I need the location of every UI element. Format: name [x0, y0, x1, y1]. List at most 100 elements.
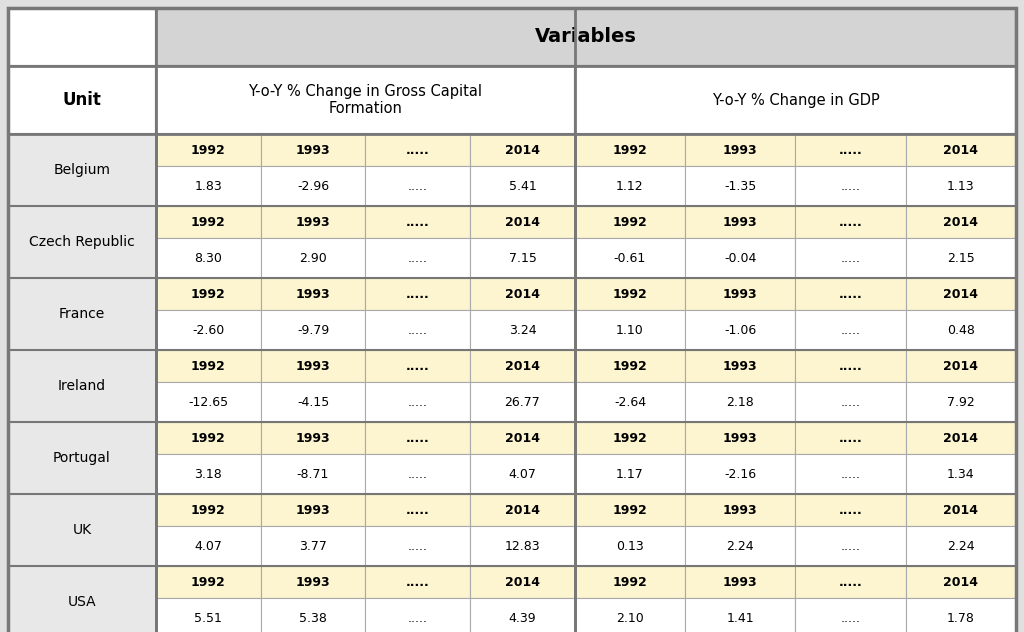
- Text: 1.17: 1.17: [616, 468, 644, 481]
- Bar: [574, 566, 685, 599]
- Text: 0.13: 0.13: [616, 540, 644, 553]
- Bar: [905, 566, 1016, 599]
- Bar: [8, 350, 156, 422]
- Text: 2.24: 2.24: [947, 540, 975, 553]
- Text: .....: .....: [841, 612, 860, 624]
- Text: 2.90: 2.90: [299, 252, 327, 265]
- Text: 5.38: 5.38: [299, 612, 327, 624]
- Bar: [156, 382, 261, 422]
- Bar: [796, 238, 905, 278]
- Text: -2.16: -2.16: [724, 468, 757, 481]
- Bar: [470, 599, 574, 632]
- Bar: [685, 566, 796, 599]
- Text: 1992: 1992: [612, 288, 647, 301]
- Bar: [574, 494, 685, 526]
- Text: -1.35: -1.35: [724, 179, 757, 193]
- Text: 1992: 1992: [191, 360, 225, 373]
- Text: 1992: 1992: [191, 143, 225, 157]
- Bar: [905, 206, 1016, 238]
- Text: 1993: 1993: [296, 143, 331, 157]
- Text: .....: .....: [406, 360, 430, 373]
- Bar: [261, 422, 366, 454]
- Text: 2014: 2014: [505, 576, 540, 588]
- Bar: [366, 238, 470, 278]
- Text: Y-o-Y % Change in Gross Capital
Formation: Y-o-Y % Change in Gross Capital Formatio…: [249, 84, 482, 116]
- Text: .....: .....: [839, 288, 862, 301]
- Text: 2014: 2014: [943, 432, 978, 445]
- Text: .....: .....: [406, 576, 430, 588]
- Bar: [261, 382, 366, 422]
- Bar: [685, 454, 796, 494]
- Bar: [574, 278, 685, 310]
- Text: .....: .....: [406, 504, 430, 517]
- Text: 1992: 1992: [612, 504, 647, 517]
- Text: 1993: 1993: [296, 504, 331, 517]
- Text: .....: .....: [841, 396, 860, 409]
- Text: 1.10: 1.10: [616, 324, 644, 337]
- Text: .....: .....: [839, 360, 862, 373]
- Text: 2014: 2014: [943, 216, 978, 229]
- Bar: [261, 206, 366, 238]
- Bar: [796, 278, 905, 310]
- Bar: [470, 454, 574, 494]
- Bar: [470, 310, 574, 350]
- Bar: [796, 310, 905, 350]
- Bar: [156, 494, 261, 526]
- Bar: [685, 382, 796, 422]
- Text: 2014: 2014: [943, 288, 978, 301]
- Text: 1992: 1992: [191, 288, 225, 301]
- Bar: [685, 206, 796, 238]
- Bar: [905, 382, 1016, 422]
- Bar: [366, 422, 470, 454]
- Text: 2014: 2014: [505, 143, 540, 157]
- Bar: [905, 310, 1016, 350]
- Text: 2014: 2014: [943, 504, 978, 517]
- Text: France: France: [58, 307, 105, 321]
- Text: Belgium: Belgium: [53, 163, 111, 177]
- Text: 2.18: 2.18: [726, 396, 754, 409]
- Text: 4.39: 4.39: [509, 612, 537, 624]
- Bar: [905, 278, 1016, 310]
- Text: 2.24: 2.24: [726, 540, 754, 553]
- Bar: [156, 66, 574, 134]
- Bar: [366, 526, 470, 566]
- Text: 4.07: 4.07: [509, 468, 537, 481]
- Bar: [156, 454, 261, 494]
- Text: 1993: 1993: [723, 288, 758, 301]
- Text: 5.41: 5.41: [509, 179, 537, 193]
- Text: 1.78: 1.78: [947, 612, 975, 624]
- Bar: [796, 494, 905, 526]
- Bar: [366, 134, 470, 166]
- Bar: [685, 238, 796, 278]
- Text: .....: .....: [841, 179, 860, 193]
- Bar: [574, 310, 685, 350]
- Text: 1992: 1992: [612, 216, 647, 229]
- Text: 1993: 1993: [296, 216, 331, 229]
- Bar: [470, 238, 574, 278]
- Text: 1993: 1993: [296, 576, 331, 588]
- Text: 1992: 1992: [612, 576, 647, 588]
- Bar: [574, 350, 685, 382]
- Text: 1992: 1992: [612, 143, 647, 157]
- Bar: [366, 278, 470, 310]
- Bar: [156, 422, 261, 454]
- Bar: [261, 526, 366, 566]
- Bar: [156, 310, 261, 350]
- Text: 7.92: 7.92: [947, 396, 975, 409]
- Text: 1992: 1992: [191, 504, 225, 517]
- Text: 2014: 2014: [943, 143, 978, 157]
- Bar: [796, 206, 905, 238]
- Bar: [470, 566, 574, 599]
- Bar: [156, 238, 261, 278]
- Text: 2.15: 2.15: [947, 252, 975, 265]
- Text: .....: .....: [839, 576, 862, 588]
- Bar: [156, 566, 261, 599]
- Bar: [470, 134, 574, 166]
- Bar: [796, 382, 905, 422]
- Text: .....: .....: [408, 252, 428, 265]
- Bar: [470, 422, 574, 454]
- Text: 2014: 2014: [505, 216, 540, 229]
- Bar: [796, 599, 905, 632]
- Bar: [796, 166, 905, 206]
- Bar: [796, 134, 905, 166]
